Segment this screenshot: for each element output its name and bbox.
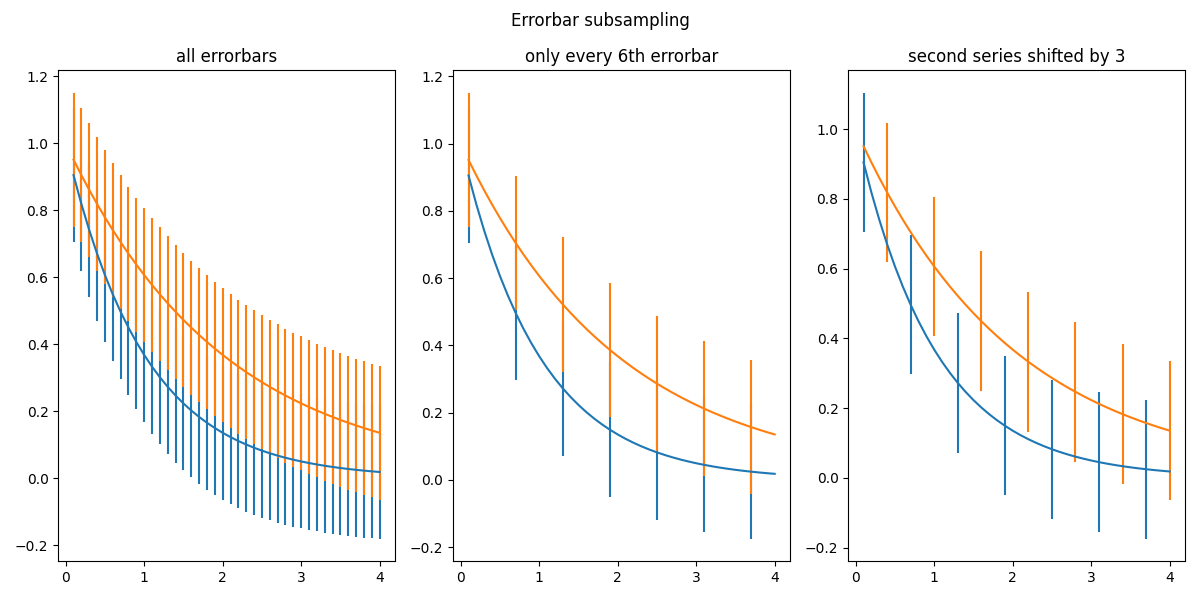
Title: second series shifted by 3: second series shifted by 3	[908, 48, 1126, 66]
Title: all errorbars: all errorbars	[176, 48, 277, 66]
Text: Errorbar subsampling: Errorbar subsampling	[510, 12, 690, 30]
Title: only every 6th errorbar: only every 6th errorbar	[524, 48, 719, 66]
